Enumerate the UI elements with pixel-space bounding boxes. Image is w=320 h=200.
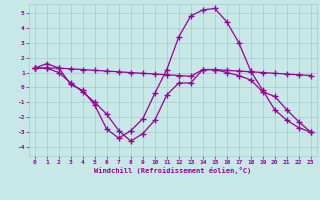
X-axis label: Windchill (Refroidissement éolien,°C): Windchill (Refroidissement éolien,°C) — [94, 167, 252, 174]
